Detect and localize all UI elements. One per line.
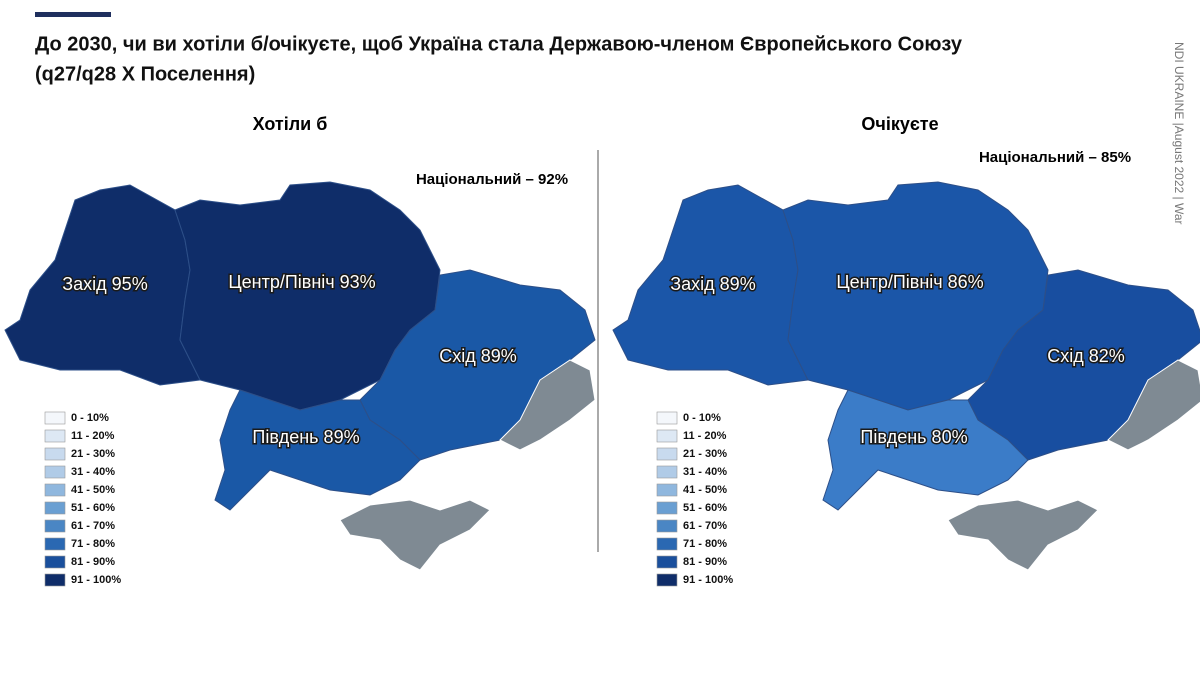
legend-label: 51 - 60% bbox=[71, 502, 115, 514]
legend-swatch bbox=[44, 519, 66, 533]
legend-swatch bbox=[656, 501, 678, 515]
legend-swatch bbox=[44, 573, 66, 587]
region-label: Захід 89% bbox=[670, 274, 755, 294]
region bbox=[214, 389, 421, 511]
region-label: Південь 80% bbox=[860, 427, 967, 447]
legend-swatch bbox=[656, 447, 678, 461]
region-label: Захід 95% bbox=[62, 274, 147, 294]
legend-swatch bbox=[44, 555, 66, 569]
legend-swatch bbox=[44, 537, 66, 551]
legend-label: 0 - 10% bbox=[683, 412, 721, 424]
legend-label: 11 - 20% bbox=[71, 430, 115, 442]
occupied-area bbox=[499, 359, 596, 451]
legend-label: 61 - 70% bbox=[683, 520, 727, 532]
legend-label: 81 - 90% bbox=[71, 556, 115, 568]
region-label: Центр/Північ 86% bbox=[836, 272, 983, 292]
title: (q27/q28 Х Поселення) bbox=[35, 63, 255, 85]
region-label: Центр/Північ 93% bbox=[228, 272, 375, 292]
legend-label: 0 - 10% bbox=[71, 412, 109, 424]
legend-label: 41 - 50% bbox=[71, 484, 115, 496]
map-title: Хотіли б bbox=[253, 114, 328, 134]
legend-label: 31 - 40% bbox=[683, 466, 727, 478]
region-label: Південь 89% bbox=[252, 427, 359, 447]
legend-swatch bbox=[44, 483, 66, 497]
legend-label: 91 - 100% bbox=[71, 574, 121, 586]
title: До 2030, чи ви хотіли б/очікуєте, щоб Ук… bbox=[35, 33, 963, 55]
legend-swatch bbox=[656, 573, 678, 587]
legend-label: 81 - 90% bbox=[683, 556, 727, 568]
map: Захід 95% Центр/Північ 93% Схід 89% Південь… bbox=[4, 181, 596, 571]
legend-label: 71 - 80% bbox=[683, 538, 727, 550]
legend-swatch bbox=[44, 447, 66, 461]
legend-swatch bbox=[44, 501, 66, 515]
map-title: Очікуєте bbox=[861, 114, 938, 134]
legend-label: 41 - 50% bbox=[683, 484, 727, 496]
legend-swatch bbox=[44, 429, 66, 443]
title-bar bbox=[35, 12, 111, 17]
occupied-area bbox=[947, 499, 1099, 571]
map: Захід 89% Центр/Північ 86% Схід 82% Південь… bbox=[612, 181, 1200, 571]
region-label: Схід 82% bbox=[1047, 346, 1125, 366]
legend-swatch bbox=[656, 411, 678, 425]
legend-label: 21 - 30% bbox=[683, 448, 727, 460]
side-note: NDI UKRAINE |August 2022 | War bbox=[1172, 42, 1186, 225]
national-result: Національний – 85% bbox=[979, 149, 1131, 166]
national-result: Національний – 92% bbox=[416, 171, 568, 188]
legend-swatch bbox=[44, 411, 66, 425]
legend-swatch bbox=[656, 519, 678, 533]
region bbox=[822, 389, 1029, 511]
legend-swatch bbox=[656, 429, 678, 443]
legend-swatch bbox=[656, 537, 678, 551]
legend-label: 51 - 60% bbox=[683, 502, 727, 514]
occupied-area bbox=[339, 499, 491, 571]
legend-swatch bbox=[656, 483, 678, 497]
legend-label: 61 - 70% bbox=[71, 520, 115, 532]
legend-label: 11 - 20% bbox=[683, 430, 727, 442]
legend-swatch bbox=[44, 465, 66, 479]
occupied-area bbox=[1107, 359, 1200, 451]
legend-label: 21 - 30% bbox=[71, 448, 115, 460]
legend-label: 71 - 80% bbox=[71, 538, 115, 550]
legend-swatch bbox=[656, 555, 678, 569]
region-label: Схід 89% bbox=[439, 346, 517, 366]
legend-label: 91 - 100% bbox=[683, 574, 733, 586]
legend-label: 31 - 40% bbox=[71, 466, 115, 478]
legend-swatch bbox=[656, 465, 678, 479]
